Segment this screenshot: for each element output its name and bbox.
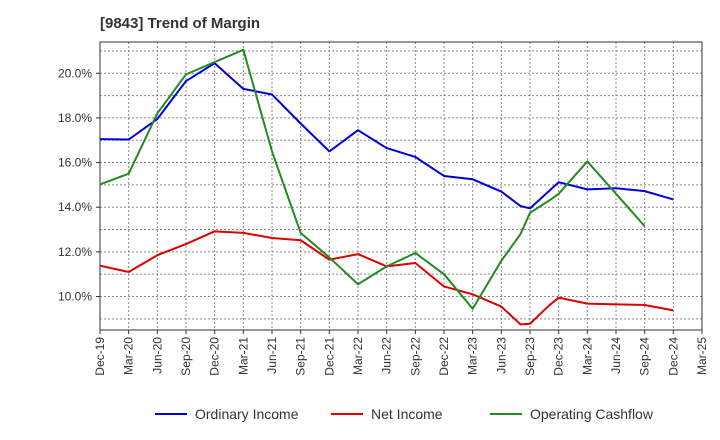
x-tick-label: Sep-21 bbox=[294, 337, 308, 376]
x-tick-label: Dec-22 bbox=[437, 337, 451, 376]
y-tick-label: 12.0% bbox=[58, 245, 92, 259]
legend: Ordinary Income Net Income Operating Cashf… bbox=[155, 406, 654, 422]
y-tick-label: 16.0% bbox=[58, 156, 92, 170]
legend-label-ordinary-income: Ordinary Income bbox=[195, 406, 299, 422]
x-tick-label: Sep-23 bbox=[523, 337, 537, 376]
x-tick-label: Dec-20 bbox=[208, 337, 222, 376]
y-tick-label: 20.0% bbox=[58, 66, 92, 80]
x-tick-label: Sep-24 bbox=[638, 337, 652, 376]
x-tick-label: Mar-21 bbox=[236, 337, 250, 375]
x-tick-label: Dec-19 bbox=[93, 337, 107, 376]
x-tick-label: Jun-23 bbox=[494, 337, 508, 374]
y-tick-label: 14.0% bbox=[58, 200, 92, 214]
x-tick-label: Mar-25 bbox=[695, 337, 709, 375]
chart-title: [9843] Trend of Margin bbox=[100, 15, 261, 32]
x-tick-label: Mar-22 bbox=[351, 337, 365, 375]
axes: 10.0% 12.0% 14.0% 16.0% 18.0% 20.0% Dec-19 Mar-… bbox=[58, 41, 709, 376]
x-tick-label: Sep-22 bbox=[408, 337, 422, 376]
x-tick-label: Mar-24 bbox=[580, 337, 594, 375]
x-tick-label: Mar-23 bbox=[466, 337, 480, 375]
y-tick-label: 10.0% bbox=[58, 290, 92, 304]
series-line-net-income bbox=[99, 230, 674, 326]
legend-label-operating-cashflow: Operating Cashflow bbox=[530, 406, 654, 422]
x-tick-label: Sep-20 bbox=[179, 337, 193, 376]
x-tick-label: Jun-20 bbox=[150, 337, 164, 374]
y-tick-label: 18.0% bbox=[58, 111, 92, 125]
series-line-operating-cashflow bbox=[99, 48, 646, 310]
series bbox=[99, 48, 674, 326]
series-line-ordinary-income bbox=[99, 62, 674, 210]
x-tick-label: Jun-21 bbox=[265, 337, 279, 374]
x-tick-label: Dec-24 bbox=[666, 337, 680, 376]
x-tick-label: Dec-23 bbox=[552, 337, 566, 376]
plot-frame bbox=[99, 41, 703, 331]
grid bbox=[99, 42, 703, 330]
x-tick-label: Dec-21 bbox=[322, 337, 336, 376]
x-tick-label: Jun-22 bbox=[380, 337, 394, 374]
x-tick-label: Jun-24 bbox=[609, 337, 623, 374]
x-tick-label: Mar-20 bbox=[122, 337, 136, 375]
plot-area bbox=[100, 42, 702, 330]
legend-label-net-income: Net Income bbox=[371, 406, 443, 422]
